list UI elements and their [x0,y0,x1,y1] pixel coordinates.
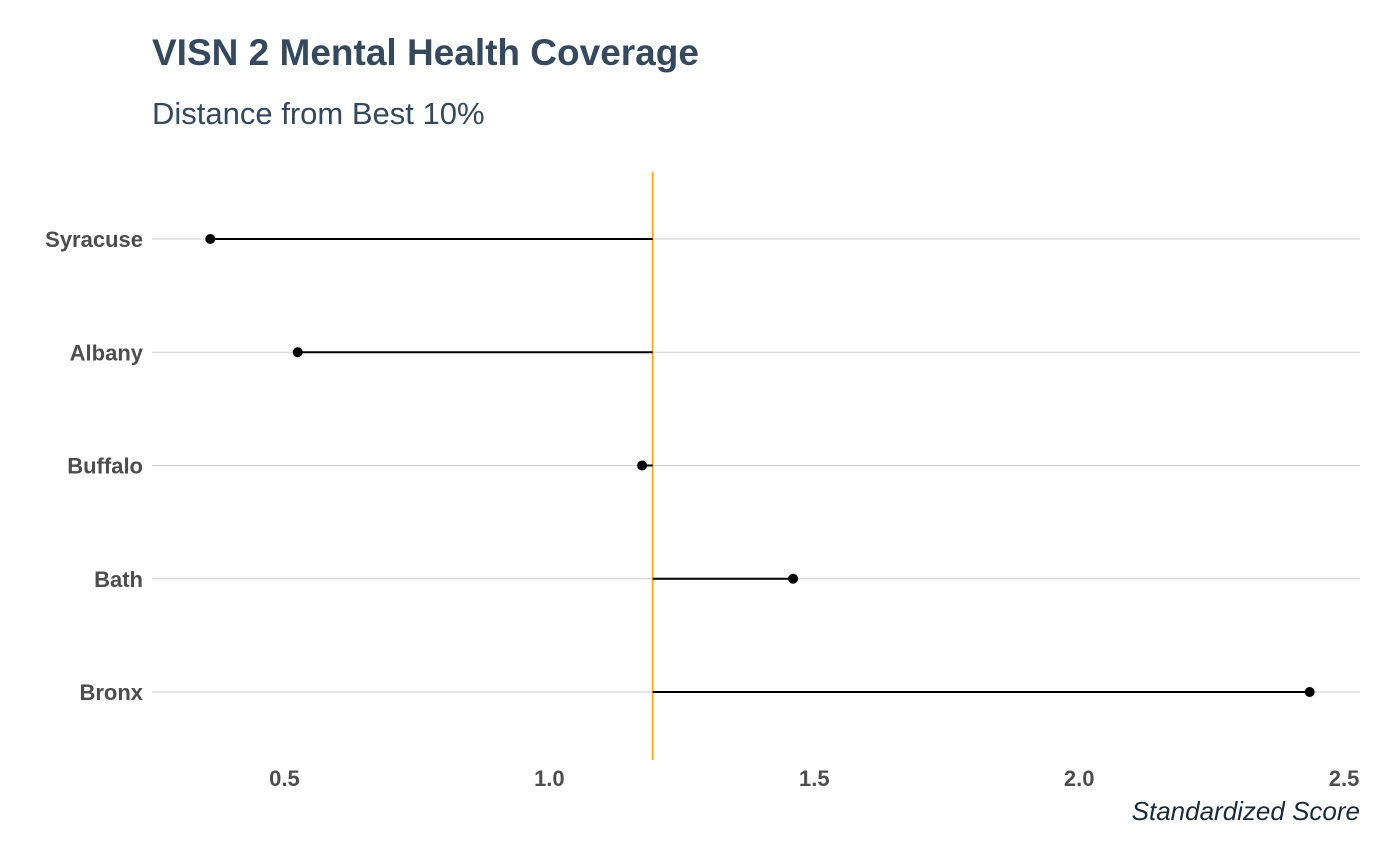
y-axis-tick-labels: Syracuse Albany Buffalo Bath Bronx [45,227,144,705]
x-tick-label: 1.5 [799,766,830,791]
data-point [637,460,648,471]
x-tick-label: 2.0 [1064,766,1095,791]
segments [210,238,1310,693]
data-point [788,573,799,584]
points [205,234,1315,697]
gridlines [152,238,1360,693]
y-tick-label: Bath [94,567,143,592]
chart-title: VISN 2 Mental Health Coverage [152,32,699,73]
y-tick-label: Bronx [79,680,143,705]
y-tick-label: Albany [70,340,144,365]
x-axis-title: Standardized Score [1132,796,1360,826]
x-tick-label: 1.0 [534,766,565,791]
data-point [1304,687,1315,697]
chart-subtitle: Distance from Best 10% [152,96,485,131]
y-tick-label: Syracuse [45,227,143,252]
x-tick-label: 0.5 [269,766,300,791]
data-point [205,234,216,244]
data-point [292,347,303,358]
y-tick-label: Buffalo [67,454,143,479]
x-axis-tick-labels: 0.5 1.0 1.5 2.0 2.5 [269,766,1359,791]
x-tick-label: 2.5 [1329,766,1360,791]
